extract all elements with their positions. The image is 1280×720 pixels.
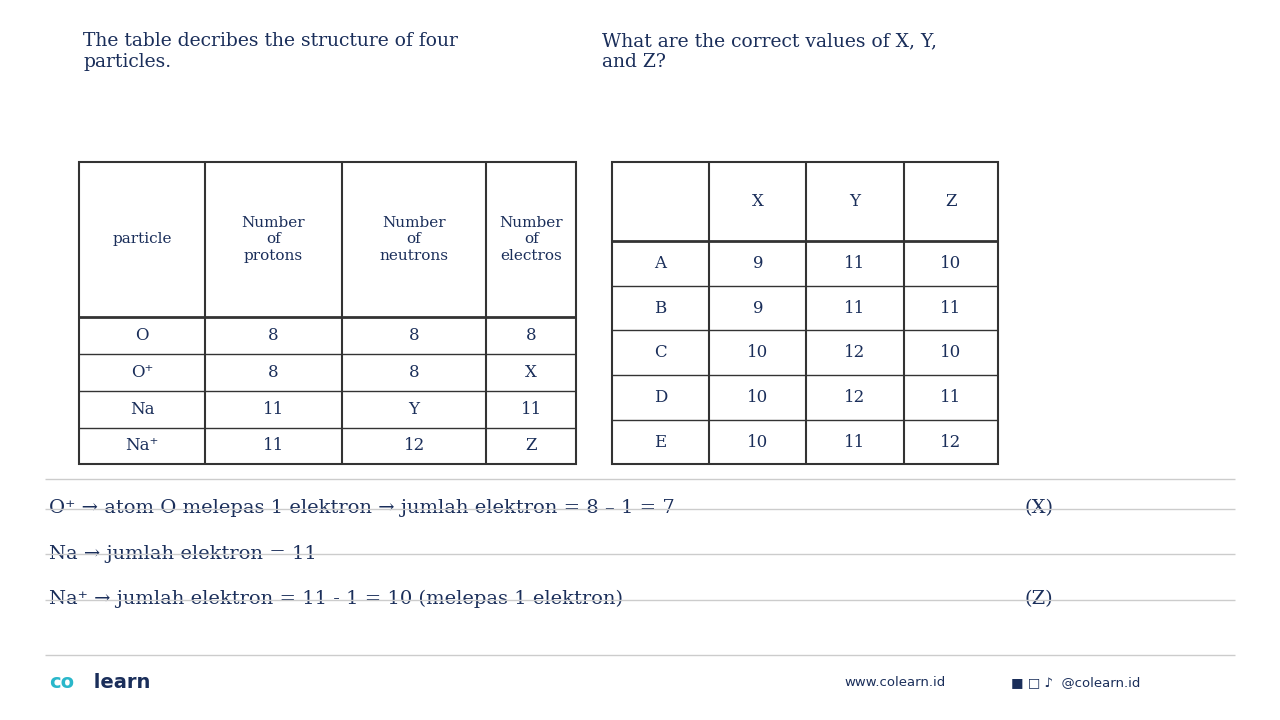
Text: 11: 11 — [521, 400, 541, 418]
Text: 11: 11 — [941, 389, 961, 406]
Text: learn: learn — [87, 673, 151, 692]
Text: 9: 9 — [753, 300, 763, 317]
Text: Number
of
neutrons: Number of neutrons — [380, 216, 448, 263]
Text: O⁺: O⁺ — [131, 364, 154, 381]
Text: E: E — [654, 433, 667, 451]
Text: (Z): (Z) — [1024, 590, 1052, 608]
Text: A: A — [654, 255, 667, 272]
Text: 11: 11 — [941, 300, 961, 317]
Bar — [79, 162, 576, 464]
Text: 11: 11 — [262, 400, 284, 418]
Text: 10: 10 — [748, 389, 768, 406]
Text: co: co — [49, 673, 74, 692]
Text: What are the correct values of X, Y,
and Z?: What are the correct values of X, Y, and… — [602, 32, 937, 71]
Text: 8: 8 — [408, 327, 420, 343]
Text: X: X — [525, 364, 538, 381]
Text: Y: Y — [850, 193, 860, 210]
Text: Number
of
electros: Number of electros — [499, 216, 563, 263]
Text: Na → jumlah elektron = 11: Na → jumlah elektron = 11 — [49, 546, 316, 563]
Text: Y: Y — [408, 400, 420, 418]
Text: www.colearn.id: www.colearn.id — [845, 676, 946, 689]
Text: 8: 8 — [408, 364, 420, 381]
Text: 10: 10 — [748, 344, 768, 361]
Text: 11: 11 — [845, 300, 865, 317]
Text: 12: 12 — [845, 389, 865, 406]
Text: C: C — [654, 344, 667, 361]
Text: Z: Z — [526, 438, 536, 454]
Text: 10: 10 — [941, 344, 961, 361]
Text: O: O — [136, 327, 148, 343]
Text: (X): (X) — [1024, 498, 1053, 517]
Text: Na: Na — [129, 400, 155, 418]
Text: 8: 8 — [526, 327, 536, 343]
Text: 12: 12 — [403, 438, 425, 454]
Text: The table decribes the structure of four
particles.: The table decribes the structure of four… — [83, 32, 458, 71]
Text: O⁺ → atom O melepas 1 elektron → jumlah elektron = 8 – 1 = 7: O⁺ → atom O melepas 1 elektron → jumlah … — [49, 498, 675, 517]
Text: ■ □ ♪  @colearn.id: ■ □ ♪ @colearn.id — [1011, 676, 1140, 689]
Text: Number
of
protons: Number of protons — [242, 216, 305, 263]
Text: 12: 12 — [941, 433, 961, 451]
Text: Na⁺ → jumlah elektron = 11 - 1 = 10 (melepas 1 elektron): Na⁺ → jumlah elektron = 11 - 1 = 10 (mel… — [49, 590, 622, 608]
Text: 8: 8 — [268, 364, 279, 381]
Text: 8: 8 — [268, 327, 279, 343]
Text: B: B — [654, 300, 667, 317]
Text: 11: 11 — [845, 255, 865, 272]
Text: Na⁺: Na⁺ — [125, 438, 159, 454]
Text: 11: 11 — [845, 433, 865, 451]
Text: 10: 10 — [748, 433, 768, 451]
Text: 12: 12 — [845, 344, 865, 361]
Text: Z: Z — [946, 193, 956, 210]
Text: particle: particle — [113, 233, 172, 246]
Text: 11: 11 — [262, 438, 284, 454]
Text: X: X — [751, 193, 764, 210]
Text: 9: 9 — [753, 255, 763, 272]
Text: D: D — [654, 389, 667, 406]
Bar — [612, 162, 998, 464]
Text: 10: 10 — [941, 255, 961, 272]
